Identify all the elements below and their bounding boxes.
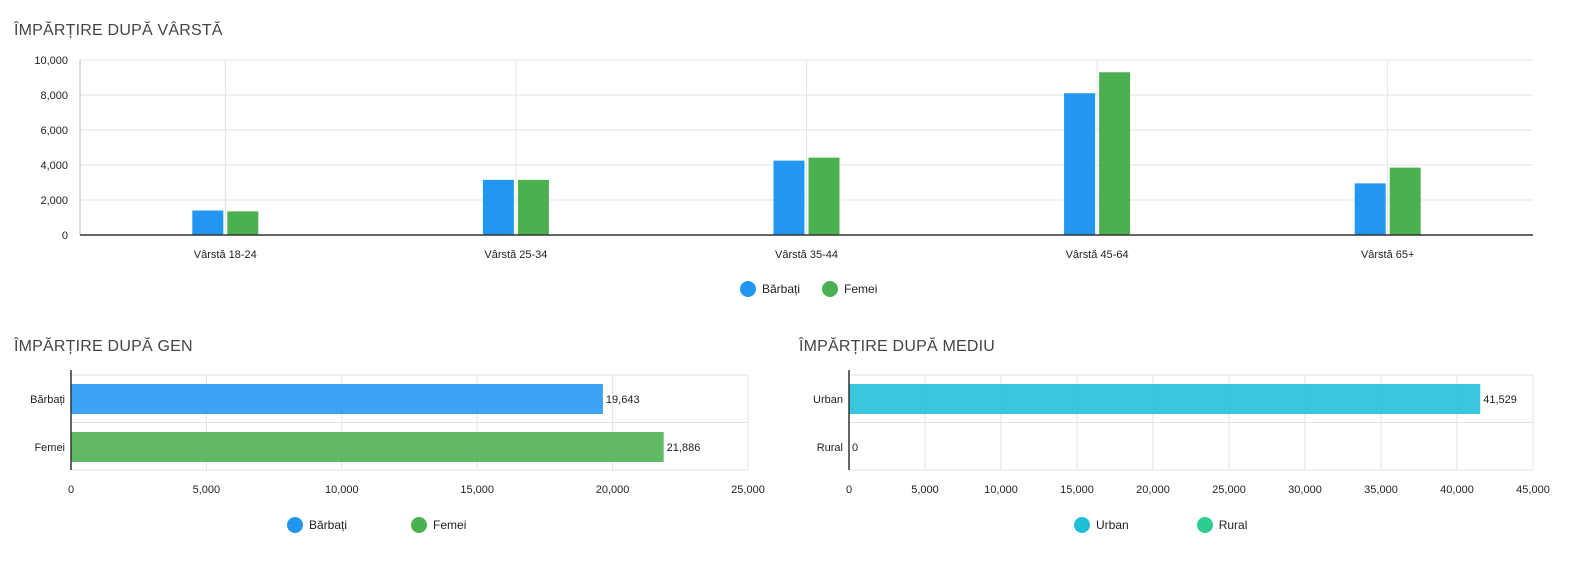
gender-legend: Bărbați Femei	[287, 517, 466, 533]
y-tick-label: 0	[62, 230, 68, 242]
x-tick-label: 25,000	[731, 484, 765, 496]
x-tick-label: 20,000	[596, 484, 630, 496]
legend-label-female: Femei	[844, 282, 878, 296]
x-tick-label: 0	[846, 484, 852, 496]
legend-label-rural: Rural	[1218, 518, 1248, 532]
x-tick-label: Vârstă 45-64	[1066, 249, 1129, 261]
x-tick-label: 20,000	[1136, 484, 1170, 496]
data-label: 41,529	[1483, 394, 1517, 406]
x-tick-label: 40,000	[1440, 484, 1474, 496]
y-tick-label: 6,000	[40, 125, 68, 137]
x-tick-label: 5,000	[911, 484, 939, 496]
legend-item-male[interactable]: Bărbați	[287, 517, 347, 533]
x-tick-label: Vârstă 18-24	[194, 249, 257, 261]
bar-male	[1354, 183, 1386, 235]
y-tick-label: 4,000	[40, 160, 68, 172]
female-color-dot-icon	[411, 517, 428, 533]
bar-bărbați	[71, 384, 603, 414]
bar-femei	[71, 432, 664, 462]
legend-label-female: Femei	[433, 518, 467, 532]
age-bar-chart: 0 2,000 4,000 6,000 8,000 10,000 Vârstă 18-24 V…	[34, 55, 1533, 261]
x-tick-label: Vârstă 65+	[1361, 249, 1415, 261]
x-tick-label: 10,000	[325, 484, 359, 496]
legend-label-male: Bărbați	[762, 282, 801, 296]
y-tick-label: Bărbați	[30, 394, 65, 406]
age-legend: Bărbați Femei	[740, 281, 877, 297]
y-tick-label: Rural	[817, 442, 843, 454]
data-label: 19,643	[606, 394, 640, 406]
environment-chart-title: ÎMPĂRȚIRE DUPĂ MEDIU	[799, 338, 996, 355]
gender-bar-chart: 0 5,000 10,000 15,000 20,000 25,000 Bărbați 19,…	[30, 370, 765, 496]
gender-chart-title: ÎMPĂRȚIRE DUPĂ GEN	[14, 338, 193, 355]
bar-female	[1099, 72, 1131, 235]
female-color-dot-icon	[822, 281, 839, 297]
x-tick-label: Vârstă 35-44	[775, 249, 838, 261]
legend-label-male: Bărbați	[309, 518, 348, 532]
bar-female	[517, 179, 549, 235]
legend-item-male[interactable]: Bărbați	[740, 281, 800, 297]
data-label: 0	[852, 442, 858, 454]
bar-female	[227, 211, 259, 235]
data-label: 21,886	[667, 442, 701, 454]
bar-female	[1389, 167, 1421, 235]
legend-item-female[interactable]: Femei	[822, 281, 877, 297]
legend-item-female[interactable]: Femei	[411, 517, 466, 533]
x-tick-label: 15,000	[460, 484, 494, 496]
age-chart-title: ÎMPĂRȚIRE DUPĂ VÂRSTĂ	[14, 22, 223, 39]
x-tick-label: 30,000	[1288, 484, 1322, 496]
bar-male	[192, 210, 224, 235]
environment-legend: Urban Rural	[1074, 517, 1247, 533]
bar-male	[773, 160, 805, 235]
rural-color-dot-icon	[1196, 517, 1213, 533]
bar-male	[482, 179, 514, 235]
x-tick-label: 15,000	[1060, 484, 1094, 496]
y-tick-label: 2,000	[40, 195, 68, 207]
environment-bar-chart: 0 5,000 10,000 15,000 20,000 25,000 30,000 35,0…	[813, 370, 1550, 496]
legend-item-rural[interactable]: Rural	[1196, 517, 1248, 533]
x-tick-label: 0	[68, 484, 74, 496]
y-tick-label: Urban	[813, 394, 843, 406]
male-color-dot-icon	[740, 281, 756, 297]
x-tick-label: 35,000	[1364, 484, 1398, 496]
x-tick-label: Vârstă 25-34	[484, 249, 547, 261]
legend-item-urban[interactable]: Urban	[1074, 517, 1129, 533]
bar-female	[808, 157, 840, 235]
x-tick-label: 45,000	[1516, 484, 1550, 496]
y-tick-label: 10,000	[34, 55, 68, 67]
legend-label-urban: Urban	[1096, 518, 1129, 532]
x-tick-label: 5,000	[193, 484, 221, 496]
male-color-dot-icon	[287, 517, 303, 533]
y-tick-label: 8,000	[40, 90, 68, 102]
bar-male	[1064, 93, 1096, 235]
x-tick-label: 25,000	[1212, 484, 1246, 496]
y-tick-label: Femei	[34, 442, 65, 454]
x-tick-label: 10,000	[984, 484, 1018, 496]
bar-urban	[849, 384, 1481, 414]
urban-color-dot-icon	[1074, 517, 1090, 533]
